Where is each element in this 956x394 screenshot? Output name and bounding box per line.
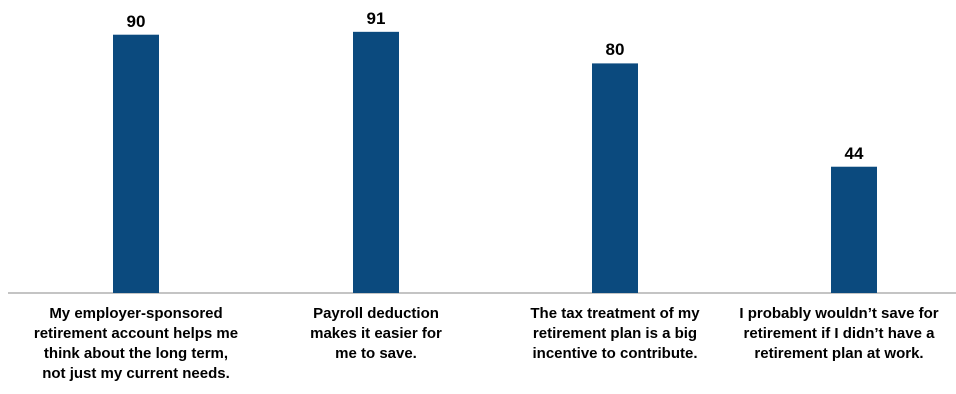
data-label-2: 91 bbox=[366, 8, 386, 28]
bar-2 bbox=[353, 31, 399, 294]
data-label-4: 44 bbox=[844, 143, 864, 163]
bar-4 bbox=[831, 166, 877, 293]
category-label-3: The tax treatment of my retirement plan … bbox=[530, 305, 700, 362]
bar-1 bbox=[113, 34, 159, 293]
category-label-1: My employer-sponsored retirement account… bbox=[33, 305, 239, 382]
data-label-3: 80 bbox=[605, 40, 625, 60]
category-label-4: I probably wouldn’t save for retirement … bbox=[739, 305, 939, 362]
bars-group bbox=[113, 31, 877, 294]
data-label-1: 90 bbox=[126, 11, 146, 31]
bar-3 bbox=[592, 63, 638, 294]
category-label-2: Payroll deduction makes it easier for me… bbox=[310, 305, 442, 362]
